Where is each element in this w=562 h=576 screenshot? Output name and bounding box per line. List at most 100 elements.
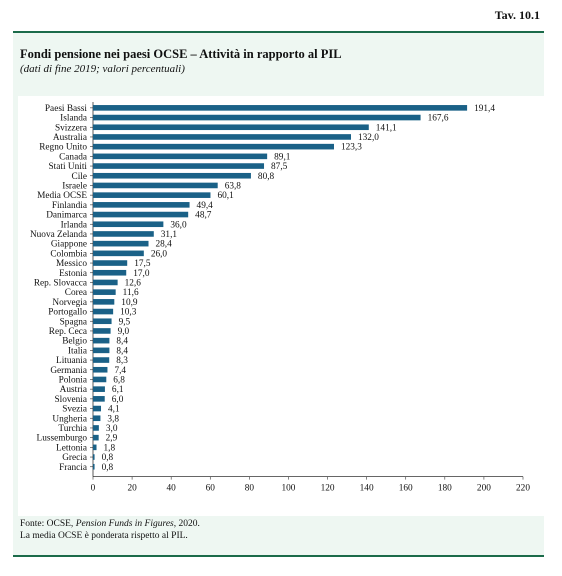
source-line: Fonte: OCSE, Pension Funds in Figures, 2… <box>20 518 200 530</box>
x-tick-label: 60 <box>206 484 216 494</box>
value-label: 36,0 <box>170 220 187 230</box>
value-label: 167,6 <box>428 114 449 124</box>
bar <box>93 434 99 441</box>
category-label: Nuova Zelanda <box>30 230 87 240</box>
category-label: Corea <box>65 288 87 298</box>
source-prefix: Fonte: OCSE, <box>20 519 76 529</box>
plot-area: Paesi Bassi 191,4 Islanda 167,6 Svizzera 141,… <box>18 96 544 516</box>
bar-chart: Paesi Bassi 191,4 Islanda 167,6 Svizzera 141,… <box>30 102 530 494</box>
value-label: 10,3 <box>120 308 137 318</box>
value-label: 87,5 <box>271 162 288 172</box>
category-label: Turchia <box>58 424 87 434</box>
category-label: Austria <box>60 385 87 395</box>
chart-title: Fondi pensione nei paesi OCSE – Attività… <box>20 47 342 61</box>
x-tick-label: 140 <box>360 484 374 494</box>
value-label: 1,8 <box>104 443 116 453</box>
value-label: 6,1 <box>112 385 124 395</box>
category-label: Germania <box>50 366 87 376</box>
value-label: 0,8 <box>102 463 114 473</box>
ocse-average-note: La media OCSE è ponderata rispetto al PI… <box>20 531 188 541</box>
value-label: 7,4 <box>114 366 126 376</box>
bar <box>93 124 369 131</box>
x-tick-label: 100 <box>281 484 295 494</box>
category-label: Finlandia <box>52 201 87 211</box>
category-label: Paesi Bassi <box>45 104 88 114</box>
x-tick-label: 0 <box>91 484 96 494</box>
category-label: Media OCSE <box>37 191 87 201</box>
value-label: 80,8 <box>258 172 275 182</box>
category-label: Spagna <box>60 317 87 327</box>
value-label: 4,1 <box>108 405 120 415</box>
bar <box>93 105 468 111</box>
category-label: Lituania <box>56 356 87 366</box>
bar <box>93 386 105 392</box>
bar <box>93 163 265 169</box>
bar <box>93 231 154 237</box>
value-label: 6,8 <box>113 375 125 385</box>
bar <box>93 454 95 460</box>
value-label: 17,5 <box>134 259 151 269</box>
category-label: Rep. Ceca <box>49 327 87 337</box>
bar <box>93 308 114 315</box>
category-label: Italia <box>68 346 87 356</box>
category-label: Cile <box>72 172 88 182</box>
value-label: 3,8 <box>107 414 119 424</box>
category-label: Slovenia <box>54 395 87 405</box>
bar <box>93 240 149 247</box>
value-label: 49,4 <box>197 201 214 211</box>
category-label: Francia <box>59 463 87 473</box>
bar <box>93 279 118 286</box>
x-tick-label: 20 <box>127 484 137 494</box>
chart-subtitle: (dati di fine 2019; valori percentuali) <box>20 63 185 75</box>
category-label: Grecia <box>62 453 87 463</box>
value-label: 6,0 <box>112 395 124 405</box>
value-label: 2,9 <box>106 434 118 444</box>
bar <box>93 299 115 305</box>
value-label: 0,8 <box>102 453 114 463</box>
category-label: Regno Unito <box>39 143 87 153</box>
category-label: Australia <box>53 133 87 143</box>
category-label: Portogallo <box>48 308 87 318</box>
bar <box>93 153 268 160</box>
category-label: Norvegia <box>52 298 87 308</box>
bar <box>93 211 189 218</box>
category-label: Islanda <box>60 114 87 124</box>
source-note: Fonte: OCSE, Pension Funds in Figures, 2… <box>20 518 200 542</box>
value-label: 141,1 <box>376 123 397 133</box>
bar <box>93 347 110 354</box>
x-tick-label: 160 <box>399 484 413 494</box>
category-label: Danimarca <box>46 211 87 221</box>
category-label: Rep. Slovacca <box>34 278 87 288</box>
category-label: Ungheria <box>52 414 87 424</box>
category-label: Estonia <box>59 269 87 279</box>
category-label: Polonia <box>59 375 87 385</box>
value-label: 123,3 <box>341 143 362 153</box>
bar <box>93 269 127 276</box>
source-title: Pension Funds in Figures <box>75 519 174 529</box>
category-label: Messico <box>56 259 87 269</box>
value-label: 191,4 <box>474 104 495 114</box>
value-label: 63,8 <box>225 181 242 191</box>
source-suffix: , 2020. <box>173 519 200 529</box>
bar <box>93 376 107 383</box>
value-label: 132,0 <box>358 133 379 143</box>
category-label: Stati Uniti <box>49 162 88 172</box>
x-tick-label: 80 <box>245 484 255 494</box>
bar <box>93 396 105 402</box>
value-label: 48,7 <box>195 211 212 221</box>
bar <box>93 444 97 451</box>
category-label: Israele <box>62 181 87 191</box>
bar <box>93 366 108 373</box>
bar <box>93 260 128 266</box>
x-tick-label: 120 <box>321 484 335 494</box>
value-label: 28,4 <box>156 240 173 250</box>
value-label: 10,9 <box>121 298 138 308</box>
value-label: 8,4 <box>116 346 128 356</box>
bar <box>93 289 116 295</box>
bar <box>93 463 95 470</box>
bar <box>93 415 101 422</box>
value-label: 9,5 <box>119 317 131 327</box>
bar <box>93 337 110 344</box>
value-label: 89,1 <box>274 152 291 162</box>
bar <box>93 328 111 334</box>
